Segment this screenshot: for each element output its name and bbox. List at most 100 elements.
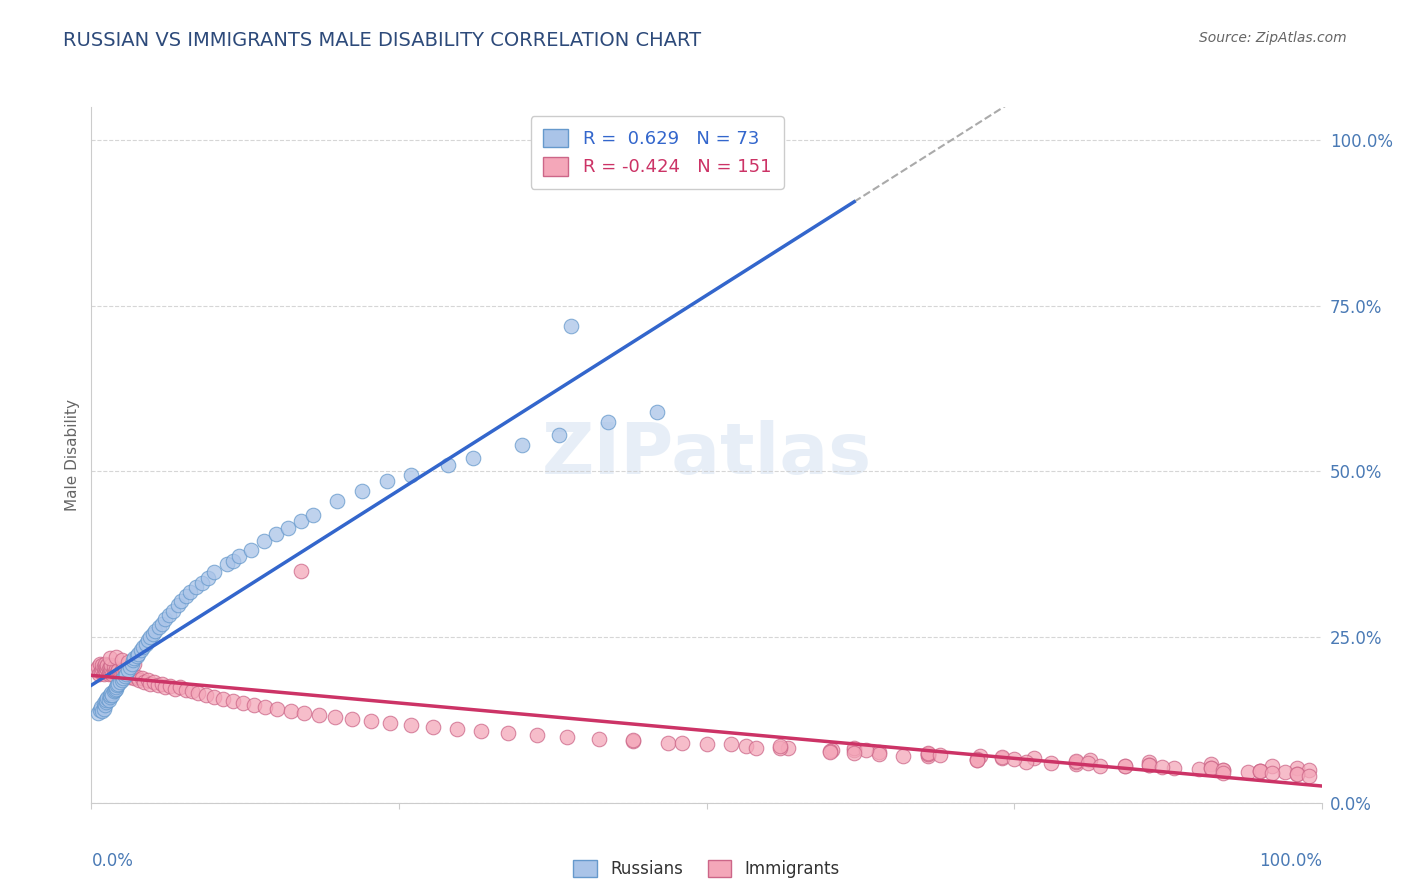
Point [170,593,193,607]
Point [87,666,110,681]
Point [91,662,114,676]
Point [108,674,131,689]
Point [1199,761,1222,775]
Point [105,662,127,676]
Y-axis label: Male Disability: Male Disability [65,399,80,511]
Point [145,624,166,638]
Point [842,741,865,756]
Point [1199,761,1222,775]
Point [966,753,988,767]
Point [117,666,139,681]
Point [103,660,125,674]
Point [868,746,890,760]
Point [1249,764,1271,778]
Point [596,415,619,429]
Point [90,699,112,714]
Point [1187,762,1209,776]
Point [169,680,191,694]
Point [118,670,141,684]
Point [621,733,644,747]
Point [202,565,225,579]
Point [202,690,225,704]
Point [1114,758,1136,772]
Point [818,745,841,759]
Point [232,696,254,710]
Point [399,467,422,482]
Point [184,581,207,595]
Point [97,693,120,707]
Point [326,494,349,508]
Point [240,542,263,557]
Point [1285,766,1308,780]
Point [1002,752,1025,766]
Point [1139,756,1161,770]
Point [117,663,139,677]
Point [101,666,124,681]
Point [290,514,312,528]
Point [1199,757,1222,772]
Point [1285,761,1308,775]
Point [107,663,129,677]
Point [1064,754,1087,768]
Point [1114,759,1136,773]
Point [96,665,117,679]
Point [105,681,127,696]
Point [98,665,121,679]
Point [142,627,165,641]
Point [93,660,115,674]
Point [437,458,460,472]
Point [966,752,988,766]
Point [174,589,197,603]
Point [146,678,169,692]
Point [97,666,120,681]
Point [111,663,134,677]
Point [139,676,162,690]
Point [842,746,865,760]
Point [222,694,245,708]
Point [446,722,468,736]
Point [100,686,122,700]
Point [1077,756,1099,770]
Point [1261,766,1284,780]
Point [266,702,288,716]
Point [118,660,141,674]
Point [117,656,139,670]
Point [1274,765,1296,780]
Point [769,739,792,753]
Point [917,747,939,762]
Point [150,676,173,690]
Point [917,749,939,764]
Point [122,653,145,667]
Point [94,663,117,677]
Point [89,703,111,717]
Point [1237,764,1260,779]
Point [162,604,184,618]
Point [100,663,122,677]
Point [1022,751,1045,765]
Point [868,747,890,761]
Point [136,633,159,648]
Point [1064,755,1087,769]
Point [86,660,108,674]
Point [128,673,150,688]
Text: 100.0%: 100.0% [1258,852,1322,870]
Point [86,663,108,677]
Text: Source: ZipAtlas.com: Source: ZipAtlas.com [1199,31,1347,45]
Point [380,715,402,730]
Point [969,749,991,764]
Point [842,743,865,757]
Point [135,637,156,651]
Point [148,620,170,634]
Point [1088,759,1111,773]
Point [1212,766,1234,780]
Point [277,521,299,535]
Point [174,683,197,698]
Point [720,738,742,752]
Point [89,657,111,671]
Point [734,739,756,754]
Point [114,666,138,681]
Point [96,662,118,676]
Point [1163,761,1185,775]
Point [86,706,108,721]
Point [917,746,939,760]
